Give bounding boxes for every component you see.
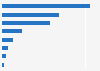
- Bar: [2, 13, 59, 17]
- Bar: [2, 21, 50, 25]
- Bar: [2, 63, 4, 67]
- Bar: [2, 29, 22, 33]
- Bar: [2, 4, 90, 8]
- Bar: [2, 46, 8, 50]
- Bar: [2, 54, 6, 58]
- Bar: [2, 38, 13, 42]
